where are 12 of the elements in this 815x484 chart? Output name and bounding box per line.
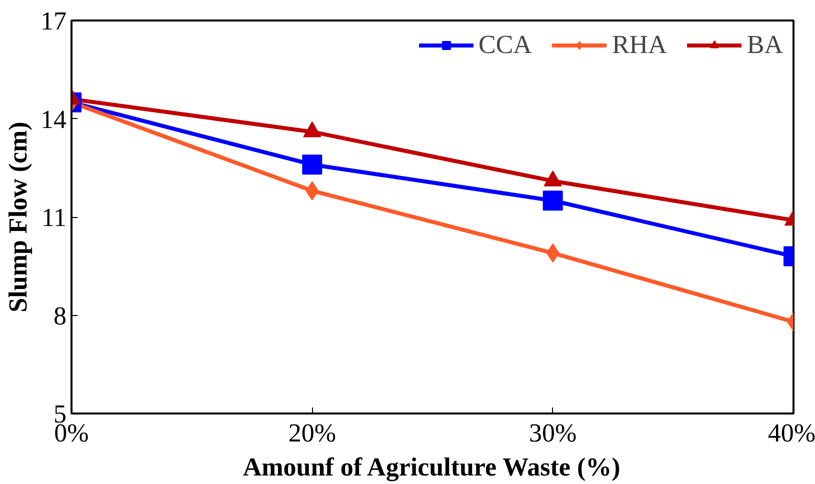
y-axis-title: Slump Flow (cm) [4, 122, 32, 312]
y-tick-label: 17 [40, 6, 66, 36]
x-tick-label: 30% [529, 418, 577, 448]
x-tick-label: 40% [768, 418, 815, 448]
y-tick-label: 14 [40, 104, 66, 134]
x-tick-label: 20% [288, 418, 336, 448]
legend-label: RHA [612, 30, 667, 60]
y-tick-label: 11 [41, 203, 67, 232]
x-axis-title: Amounf of Agriculture Waste (%) [242, 452, 620, 482]
legend-label: BA [746, 30, 783, 60]
legend-label: CCA [478, 30, 532, 60]
y-tick-label: 8 [54, 301, 66, 330]
